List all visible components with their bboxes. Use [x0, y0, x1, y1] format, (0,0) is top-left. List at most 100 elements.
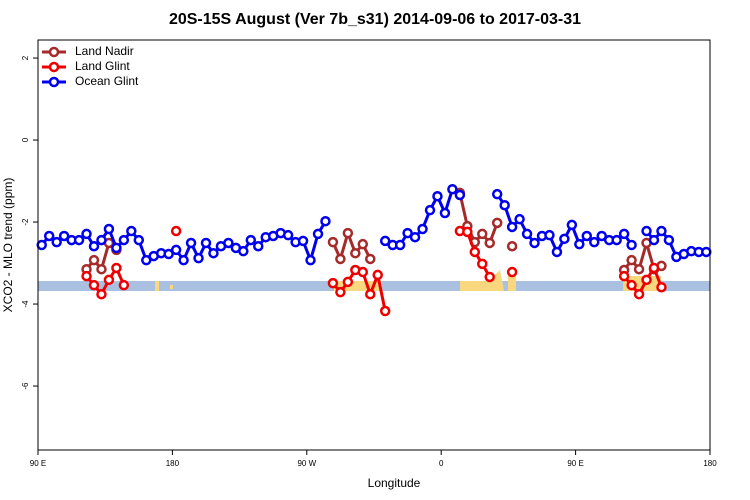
data-point [126, 225, 137, 237]
data-point [641, 225, 652, 237]
data-point [178, 254, 189, 266]
x-tick-label: 90 W [297, 459, 316, 468]
y-tick-label: 0 [21, 137, 30, 142]
data-point [163, 248, 174, 260]
data-point [335, 253, 346, 265]
plot-frame [37, 39, 711, 451]
data-point [469, 246, 481, 258]
legend-swatch-marker [48, 76, 60, 88]
data-point [327, 236, 339, 248]
legend-swatch-marker [48, 46, 60, 58]
data-point [454, 189, 466, 201]
data-point [506, 240, 518, 252]
plot-area [36, 183, 712, 317]
data-point [372, 269, 383, 281]
data-point [320, 215, 331, 227]
data-point [58, 230, 70, 242]
data-point [43, 230, 55, 242]
data-point [342, 227, 354, 239]
data-point [656, 281, 667, 293]
data-point [633, 263, 645, 275]
data-point [648, 234, 660, 246]
data-point [566, 219, 578, 231]
data-point [574, 238, 585, 250]
land-band [460, 270, 504, 291]
data-point [521, 228, 533, 240]
data-point [305, 254, 316, 266]
x-tick-label: 90 E [567, 459, 583, 468]
data-point [88, 279, 100, 291]
data-point [312, 228, 324, 240]
x-tick-label: 90 E [30, 459, 46, 468]
data-point [36, 239, 47, 251]
data-point [529, 237, 540, 249]
data-point [365, 288, 376, 300]
x-tick-label: 180 [703, 459, 717, 468]
data-point [447, 183, 458, 195]
data-point [506, 221, 518, 233]
x-tick-label: 180 [166, 459, 180, 468]
data-point [581, 230, 593, 242]
data-point [81, 228, 92, 240]
data-point [193, 252, 204, 264]
x-axis-title: Longitude [368, 476, 421, 490]
data-point [103, 223, 115, 235]
data-point [73, 234, 85, 246]
data-point [200, 237, 212, 249]
data-point [477, 258, 488, 270]
data-point [544, 229, 555, 241]
data-point [327, 277, 339, 289]
data-point [118, 279, 130, 291]
y-axis-title: XCO2 - MLO trend (ppm) [1, 178, 15, 313]
data-point [335, 286, 346, 298]
land-band [155, 281, 159, 291]
data-point [141, 254, 152, 266]
data-point [551, 246, 563, 258]
data-point [611, 234, 622, 246]
series-line [40, 220, 327, 265]
data-point [170, 244, 182, 256]
data-point [424, 204, 436, 216]
data-point [350, 247, 361, 259]
data-point [253, 240, 264, 252]
land-band [334, 281, 382, 291]
data-point [439, 207, 451, 219]
data-point [484, 237, 495, 249]
series-line [384, 186, 461, 247]
data-point [111, 262, 122, 274]
data-point [626, 254, 637, 266]
data-point [514, 213, 525, 225]
data-point [357, 238, 369, 250]
data-point [88, 254, 100, 266]
data-point [506, 266, 518, 278]
data-point [626, 279, 637, 291]
data-point [223, 237, 234, 249]
data-point [633, 288, 645, 300]
data-point [641, 274, 652, 286]
data-point [394, 239, 406, 251]
data-point [589, 236, 600, 248]
data-point [51, 236, 62, 248]
data-point [596, 230, 607, 242]
data-point [96, 234, 107, 246]
legend-label: Ocean Glint [75, 74, 139, 88]
data-point [626, 239, 637, 251]
data-point [648, 262, 660, 274]
data-point [185, 237, 197, 249]
data-point [417, 223, 428, 235]
data-point [342, 276, 354, 288]
y-tick-label: 2 [21, 55, 30, 60]
data-point [618, 270, 630, 282]
data-point [477, 228, 488, 240]
data-point [365, 253, 376, 265]
data-point [357, 266, 369, 278]
land-band [508, 276, 516, 291]
legend-label: Land Glint [75, 59, 130, 73]
legend-swatch-marker [48, 61, 60, 73]
data-point [618, 228, 630, 240]
data-point [491, 217, 503, 229]
data-point [88, 240, 100, 252]
data-point [133, 234, 145, 246]
